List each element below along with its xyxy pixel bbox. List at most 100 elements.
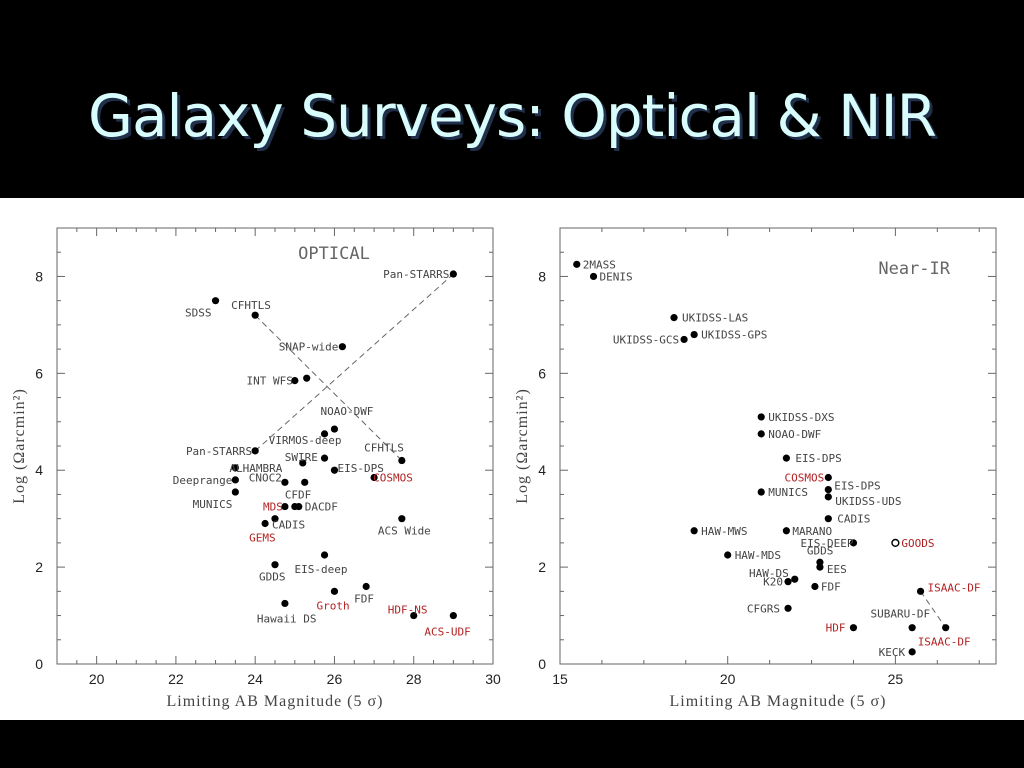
data-point	[449, 611, 457, 620]
data-point	[782, 527, 790, 535]
point-label: HAW-MDS	[735, 549, 781, 562]
point-label: HAW-DS	[749, 567, 789, 580]
point-label: ACS Wide	[378, 525, 431, 538]
y-tick-label: 6	[538, 365, 546, 381]
data-point	[589, 272, 598, 281]
x-axis-label: Limiting AB Magnitude (5 σ)	[167, 693, 384, 710]
point-label: SDSS	[185, 307, 212, 320]
point-label: 2MASS	[583, 258, 616, 271]
data-point	[942, 624, 950, 632]
point-label: MUNICS	[768, 486, 808, 499]
data-point	[271, 561, 279, 569]
point-label: UKIDSS-LAS	[682, 312, 748, 325]
data-point	[330, 425, 339, 433]
point-label: Pan-STARRS	[186, 445, 252, 458]
data-point	[680, 335, 688, 344]
point-label: EES	[827, 563, 847, 576]
point-label: Deeprange	[173, 474, 233, 487]
x-tick-label: 20	[89, 671, 105, 687]
point-label: CFHTLS	[231, 299, 271, 312]
point-label: UKIDSS-GPS	[701, 329, 767, 342]
point-label: Groth	[316, 599, 349, 612]
point-label: ACS-UDF	[424, 626, 470, 639]
point-label: EIS-DPS	[834, 480, 880, 493]
point-label: FDF	[821, 580, 841, 593]
x-tick-label: 30	[485, 671, 501, 687]
data-point	[320, 454, 329, 462]
x-axis-label: Limiting AB Magnitude (5 σ)	[670, 693, 887, 710]
point-label: MARANO	[792, 525, 832, 538]
point-label: ISAAC-DF	[918, 636, 971, 649]
y-tick-label: 0	[35, 656, 43, 672]
data-point	[281, 478, 289, 486]
x-tick-label: 28	[406, 671, 422, 687]
y-axis-label: Log (Ωarcmin²)	[11, 388, 28, 504]
y-tick-label: 8	[538, 268, 546, 284]
data-point	[362, 582, 370, 591]
data-point	[291, 377, 299, 385]
point-label: UKIDSS-GCS	[613, 333, 679, 346]
data-point	[811, 582, 819, 591]
point-label: EIS-deep	[295, 563, 348, 576]
data-point	[784, 578, 792, 586]
data-point	[849, 539, 858, 547]
point-label: CFGRS	[747, 602, 780, 615]
data-point	[908, 624, 916, 632]
data-point	[231, 464, 239, 472]
point-label: DENIS	[600, 270, 633, 283]
point-label: EIS-DEEP	[800, 537, 853, 550]
y-tick-label: 2	[538, 559, 546, 575]
data-point	[449, 270, 457, 278]
data-point	[330, 587, 339, 595]
data-point	[231, 476, 239, 484]
point-label: SWIRE	[285, 451, 318, 464]
point-label: GEMS	[249, 532, 276, 545]
point-label: Pan-STARRS	[383, 268, 449, 281]
data-point	[824, 473, 832, 482]
point-label: UKIDSS-DXS	[768, 411, 834, 424]
trend-line	[920, 591, 947, 628]
data-point	[281, 502, 289, 511]
y-tick-label: 4	[538, 462, 546, 478]
data-point	[791, 575, 799, 583]
data-point	[398, 456, 406, 465]
panel-title: Near-IR	[878, 259, 950, 279]
data-point	[299, 459, 307, 467]
data-point	[410, 611, 418, 620]
data-point	[320, 430, 329, 438]
point-label: NOAO-DWF	[320, 405, 373, 418]
data-point	[824, 493, 832, 501]
point-label: COSMOS	[373, 471, 413, 484]
y-tick-label: 8	[35, 268, 43, 284]
data-point	[231, 488, 239, 496]
chart-panel: 20 22 24 26 28 30 0 2 4 6 8 Limiting AB Magnitude (…	[0, 198, 1024, 720]
x-tick-label: 22	[168, 671, 184, 687]
point-label: GDDS	[259, 571, 286, 584]
point-label: FDF	[354, 592, 374, 605]
data-point	[251, 311, 259, 319]
data-point	[330, 466, 339, 474]
x-tick-label: 15	[552, 671, 568, 687]
data-point	[271, 515, 279, 523]
point-label: INT WFS	[246, 375, 292, 388]
data-point	[211, 297, 220, 305]
y-tick-label: 4	[35, 462, 43, 478]
data-point	[251, 447, 259, 455]
trend-line	[254, 314, 403, 461]
point-label: ALHAMBRA	[229, 462, 282, 475]
point-label: UKIDSS-UDS	[835, 495, 901, 508]
data-point	[916, 587, 925, 595]
point-label: NOAO-DWF	[768, 428, 821, 441]
data-point	[301, 478, 309, 486]
point-label: SUBARU-DF	[871, 608, 931, 621]
data-point	[824, 486, 832, 494]
point-label: Hawaii DS	[257, 612, 317, 625]
point-label: CFDF	[285, 489, 312, 502]
data-point	[338, 343, 346, 351]
point-label: CADIS	[837, 513, 870, 526]
point-label: VIRMOS-deep	[269, 434, 342, 447]
data-point	[849, 624, 858, 632]
x-tick-label: 20	[720, 671, 736, 687]
data-point	[816, 563, 824, 571]
